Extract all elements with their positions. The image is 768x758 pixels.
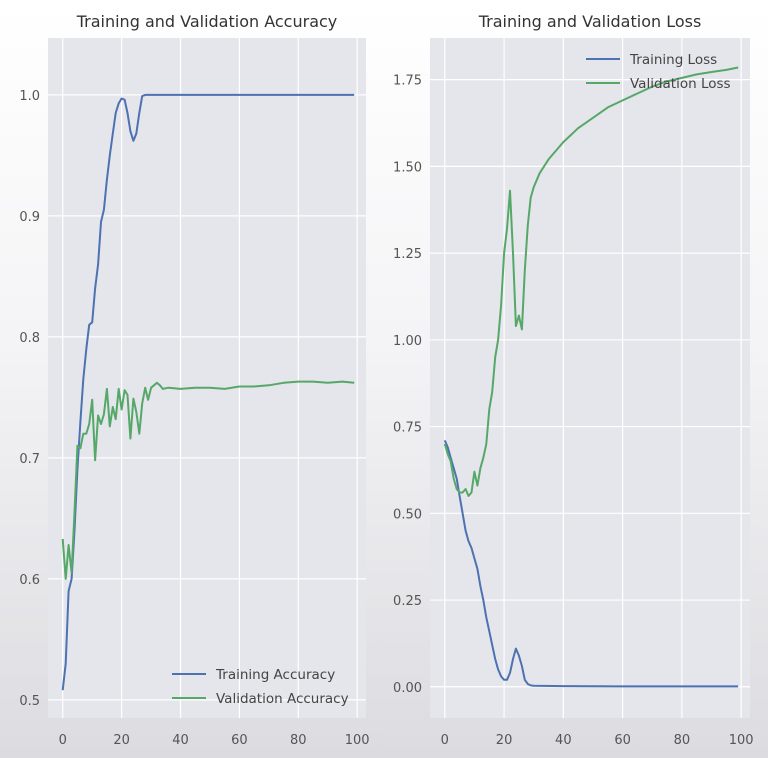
accuracy-y-tick-label: 0.7 xyxy=(19,452,40,467)
legend-label-validation-accuracy: Validation Accuracy xyxy=(216,691,349,707)
accuracy-plot-area xyxy=(48,38,366,718)
loss-chart: Training and Validation Loss 0 20 40 60 80 10… xyxy=(393,12,753,748)
loss-series-line-training xyxy=(443,440,739,688)
accuracy-series-line-validation xyxy=(61,380,355,580)
loss-y-tick-label: 1.50 xyxy=(393,160,422,175)
accuracy-y-ticks: 0.5 0.6 0.7 0.8 0.9 1.0 xyxy=(19,89,40,709)
loss-x-ticks: 0 20 40 60 80 100 xyxy=(441,733,754,748)
loss-grid xyxy=(430,38,750,718)
accuracy-chart: Training and Validation Accuracy 0 20 40 60… xyxy=(19,12,369,748)
accuracy-legend: Training Accuracy Validation Accuracy xyxy=(172,667,349,707)
loss-x-tick-label: 20 xyxy=(496,733,513,748)
accuracy-x-tick-label: 20 xyxy=(113,733,130,748)
loss-x-tick-label: 80 xyxy=(674,733,691,748)
accuracy-x-tick-label: 0 xyxy=(59,733,67,748)
accuracy-x-tick-label: 60 xyxy=(231,733,248,748)
loss-series-lines xyxy=(443,66,739,688)
loss-y-tick-label: 1.25 xyxy=(393,247,422,262)
accuracy-y-tick-label: 0.8 xyxy=(19,331,40,346)
legend-label-training-accuracy: Training Accuracy xyxy=(215,667,335,683)
loss-y-tick-label: 0.75 xyxy=(393,421,422,436)
accuracy-y-tick-label: 0.6 xyxy=(19,573,40,588)
accuracy-grid xyxy=(48,38,366,718)
loss-plot-area xyxy=(430,38,750,718)
loss-x-tick-label: 100 xyxy=(729,733,754,748)
accuracy-series-line-training xyxy=(61,93,355,691)
loss-series-line-validation xyxy=(443,66,739,497)
accuracy-series-lines xyxy=(61,93,355,691)
loss-chart-title: Training and Validation Loss xyxy=(478,12,702,31)
loss-y-tick-label: 0.00 xyxy=(393,681,422,696)
loss-x-tick-label: 40 xyxy=(555,733,572,748)
accuracy-y-tick-label: 1.0 xyxy=(19,89,40,104)
accuracy-x-tick-label: 80 xyxy=(290,733,307,748)
loss-legend: Training Loss Validation Loss xyxy=(586,52,731,92)
loss-x-tick-label: 0 xyxy=(441,733,449,748)
accuracy-chart-title: Training and Validation Accuracy xyxy=(76,12,338,31)
accuracy-x-tick-label: 100 xyxy=(345,733,370,748)
loss-y-ticks: 0.00 0.25 0.50 0.75 1.00 1.25 1.50 1.75 xyxy=(393,74,422,696)
loss-y-tick-label: 0.50 xyxy=(393,507,422,522)
accuracy-y-tick-label: 0.5 xyxy=(19,694,40,709)
accuracy-y-tick-label: 0.9 xyxy=(19,210,40,225)
loss-y-tick-label: 0.25 xyxy=(393,594,422,609)
loss-y-tick-label: 1.00 xyxy=(393,334,422,349)
legend-label-training-loss: Training Loss xyxy=(629,52,717,68)
legend-label-validation-loss: Validation Loss xyxy=(630,76,731,92)
accuracy-x-ticks: 0 20 40 60 80 100 xyxy=(59,733,370,748)
loss-y-tick-label: 1.75 xyxy=(393,74,422,89)
loss-x-tick-label: 60 xyxy=(614,733,631,748)
accuracy-x-tick-label: 40 xyxy=(172,733,189,748)
